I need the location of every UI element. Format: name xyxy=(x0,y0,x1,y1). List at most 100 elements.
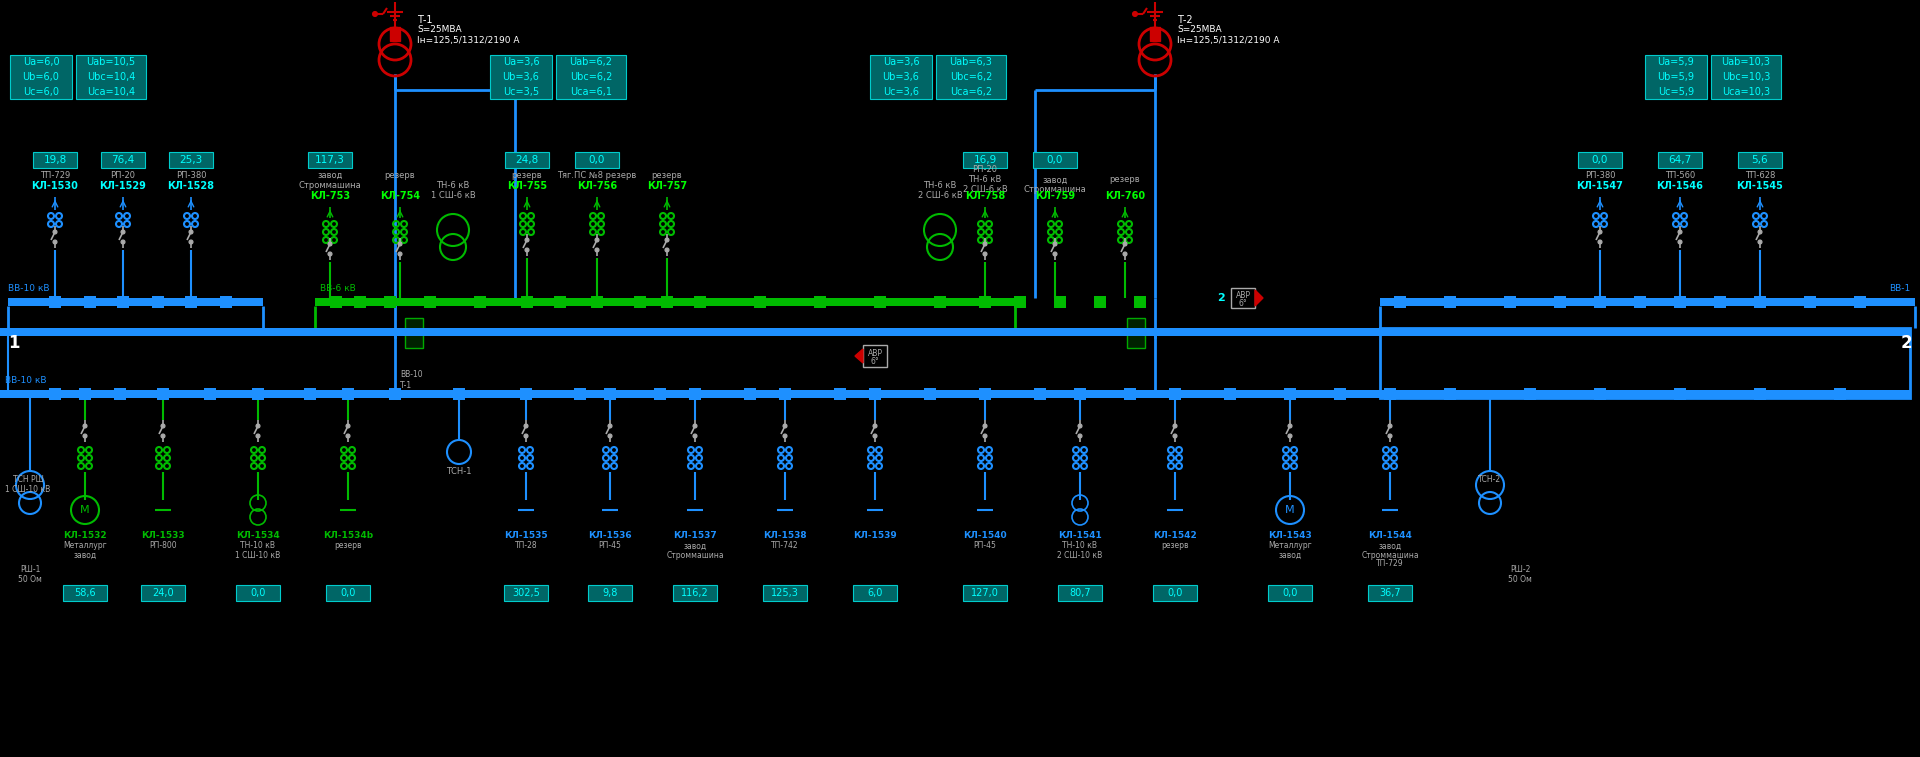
Text: Uc=3,5: Uc=3,5 xyxy=(503,86,540,97)
Circle shape xyxy=(524,434,528,438)
Text: 2: 2 xyxy=(1217,293,1225,303)
Text: Uca=6,1: Uca=6,1 xyxy=(570,86,612,97)
Text: Ub=6,0: Ub=6,0 xyxy=(23,72,60,82)
Bar xyxy=(330,296,342,308)
Bar xyxy=(1033,152,1077,168)
Bar xyxy=(236,585,280,601)
Bar xyxy=(117,296,129,308)
Text: 0,0: 0,0 xyxy=(1592,155,1609,165)
Text: 25,3: 25,3 xyxy=(179,155,204,165)
Text: Ubc=10,3: Ubc=10,3 xyxy=(1722,72,1770,82)
Text: Строммашина: Строммашина xyxy=(300,180,361,189)
Bar xyxy=(384,296,396,308)
Circle shape xyxy=(1052,252,1058,256)
Text: ТП-28: ТП-28 xyxy=(515,541,538,550)
Circle shape xyxy=(874,424,877,428)
Text: Ubc=10,4: Ubc=10,4 xyxy=(86,72,134,82)
Text: Ubc=6,2: Ubc=6,2 xyxy=(950,72,993,82)
Bar xyxy=(870,388,881,400)
Text: 76,4: 76,4 xyxy=(111,155,134,165)
Bar xyxy=(1127,318,1144,348)
Text: резерв: резерв xyxy=(384,170,415,179)
Bar xyxy=(79,388,90,400)
Bar xyxy=(520,388,532,400)
Text: КЛ-1546: КЛ-1546 xyxy=(1657,181,1703,191)
Text: 24,0: 24,0 xyxy=(152,588,175,598)
Bar xyxy=(505,152,549,168)
Text: 0,0: 0,0 xyxy=(589,155,605,165)
Text: КЛ-1540: КЛ-1540 xyxy=(964,531,1006,540)
Text: 1 СШ-10 кВ: 1 СШ-10 кВ xyxy=(236,550,280,559)
Bar xyxy=(1674,388,1686,400)
Text: ТП-729: ТП-729 xyxy=(40,170,71,179)
Bar xyxy=(1169,388,1181,400)
Bar xyxy=(814,296,826,308)
Text: 302,5: 302,5 xyxy=(513,588,540,598)
Text: резерв: резерв xyxy=(1162,541,1188,550)
Bar xyxy=(660,296,674,308)
Text: Т-2: Т-2 xyxy=(1177,15,1192,25)
Text: М: М xyxy=(1284,505,1294,515)
Circle shape xyxy=(397,252,401,256)
Bar xyxy=(1394,296,1405,308)
Circle shape xyxy=(188,230,194,234)
Bar xyxy=(252,388,265,400)
Circle shape xyxy=(346,434,349,438)
Text: S=25МВА: S=25МВА xyxy=(1177,26,1221,35)
Bar xyxy=(924,388,937,400)
Text: Металлург: Металлург xyxy=(63,541,108,550)
Circle shape xyxy=(1123,242,1127,246)
Text: 1 СШ-10 кВ: 1 СШ-10 кВ xyxy=(6,484,50,494)
Text: ТН-10 кВ: ТН-10 кВ xyxy=(240,541,275,550)
Circle shape xyxy=(161,434,165,438)
Text: 0,0: 0,0 xyxy=(340,588,355,598)
Bar xyxy=(693,296,707,308)
Text: Uab=6,2: Uab=6,2 xyxy=(570,58,612,67)
Text: S=25МВА: S=25МВА xyxy=(417,26,461,35)
Bar xyxy=(1284,388,1296,400)
Circle shape xyxy=(1173,424,1177,428)
Text: КЛ-1541: КЛ-1541 xyxy=(1058,531,1102,540)
Bar xyxy=(689,388,701,400)
Bar xyxy=(1503,296,1517,308)
Bar xyxy=(745,388,756,400)
Bar xyxy=(50,388,61,400)
Text: КЛ-1528: КЛ-1528 xyxy=(167,181,215,191)
Text: Uca=10,4: Uca=10,4 xyxy=(86,86,134,97)
Text: 0,0: 0,0 xyxy=(250,588,265,598)
Bar xyxy=(405,318,422,348)
Circle shape xyxy=(1123,252,1127,256)
Text: 9,8: 9,8 xyxy=(603,588,618,598)
Bar xyxy=(424,296,436,308)
Text: 24,8: 24,8 xyxy=(515,155,540,165)
Circle shape xyxy=(693,434,697,438)
Bar xyxy=(63,585,108,601)
Circle shape xyxy=(1678,240,1682,244)
Text: ТН-6 кВ: ТН-6 кВ xyxy=(924,182,956,191)
Bar xyxy=(1524,388,1536,400)
Text: КЛ-1535: КЛ-1535 xyxy=(505,531,547,540)
Circle shape xyxy=(693,424,697,428)
Text: Ubc=6,2: Ubc=6,2 xyxy=(570,72,612,82)
Bar xyxy=(591,296,603,308)
Text: 5,6: 5,6 xyxy=(1751,155,1768,165)
Text: ВВ-10
Т-1: ВВ-10 Т-1 xyxy=(399,370,422,390)
Text: КЛ-760: КЛ-760 xyxy=(1104,191,1144,201)
Text: КЛ-753: КЛ-753 xyxy=(309,191,349,201)
Text: КЛ-756: КЛ-756 xyxy=(576,181,616,191)
Bar xyxy=(1135,296,1146,308)
Circle shape xyxy=(161,424,165,428)
Text: резерв: резерв xyxy=(651,170,682,179)
Bar xyxy=(1054,296,1066,308)
Circle shape xyxy=(1077,424,1083,428)
Bar xyxy=(762,585,806,601)
Text: 50 Ом: 50 Ом xyxy=(17,575,42,584)
Circle shape xyxy=(54,240,58,244)
Circle shape xyxy=(524,238,530,242)
Circle shape xyxy=(609,434,612,438)
Text: 1: 1 xyxy=(8,334,19,352)
Text: ТП-742: ТП-742 xyxy=(772,541,799,550)
Circle shape xyxy=(1052,242,1058,246)
Bar xyxy=(520,296,534,308)
Text: КЛ-1539: КЛ-1539 xyxy=(852,531,897,540)
